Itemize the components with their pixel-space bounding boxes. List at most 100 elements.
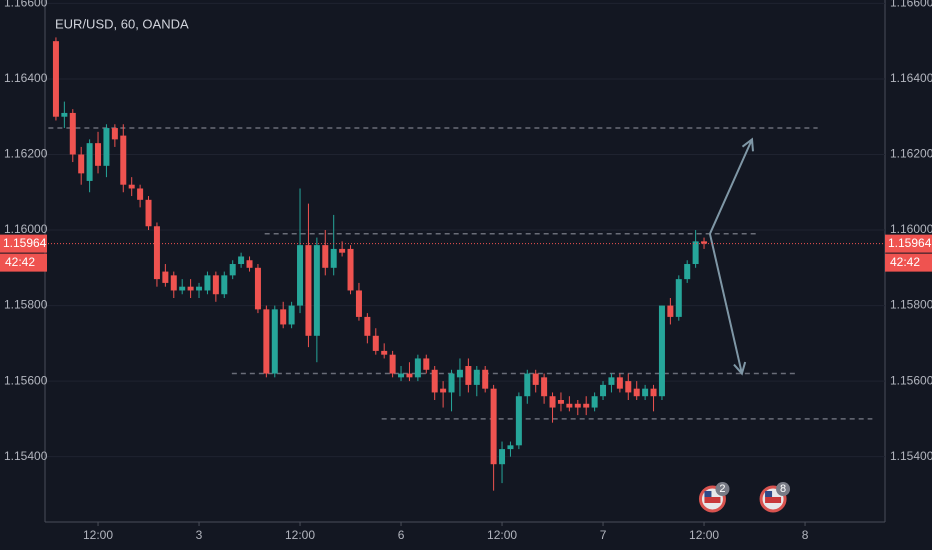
candle-body: [330, 248, 337, 268]
candle-body: [238, 256, 245, 265]
candle-body: [406, 373, 413, 378]
candle-body: [246, 260, 253, 268]
candle-body: [473, 369, 480, 385]
candle-body: [650, 388, 657, 397]
candle-body: [490, 388, 497, 465]
y-tick-label: 1.16200: [4, 147, 48, 161]
price-tag-label: 1.15964: [3, 236, 47, 250]
candle-body: [204, 275, 211, 291]
candle-body: [78, 154, 85, 174]
countdown-label: 42:42: [890, 255, 920, 269]
candle-body: [566, 403, 573, 408]
countdown-label: 42:42: [5, 255, 35, 269]
y-tick-label-right: 1.16600: [890, 0, 932, 10]
event-count: 8: [780, 483, 786, 495]
candle-body: [297, 245, 304, 306]
x-tick-label: 12:00: [487, 528, 517, 542]
candle-body: [280, 309, 287, 325]
candle-body: [179, 286, 186, 291]
candle-body: [456, 369, 463, 378]
y-tick-label-right: 1.16200: [890, 147, 932, 161]
y-tick-label: 1.16000: [4, 222, 48, 236]
event-count: 2: [719, 483, 725, 495]
countdown-tag: [0, 253, 47, 272]
candle-body: [196, 286, 203, 291]
candle-body: [431, 369, 438, 393]
event-badge: [776, 482, 791, 496]
candle-body: [616, 377, 623, 389]
price-tag: [0, 234, 47, 253]
candle-body: [625, 381, 632, 393]
y-tick-label: 1.16600: [4, 0, 48, 10]
y-tick-label: 1.15400: [4, 449, 48, 463]
candle-body: [120, 135, 127, 185]
y-tick-label-right: 1.15800: [890, 298, 932, 312]
candle-body: [305, 245, 312, 336]
candle-body: [86, 143, 93, 181]
candle-body: [448, 373, 455, 393]
x-tick-label: 12:00: [83, 528, 113, 542]
candle-body: [153, 226, 160, 280]
candle-body: [414, 358, 421, 378]
event-flag: [765, 497, 782, 503]
y-tick-label-right: 1.16400: [890, 71, 932, 85]
candle-body: [170, 275, 177, 291]
candle-body: [187, 286, 194, 291]
candle-body: [557, 399, 564, 404]
y-tick-label-right: 1.15600: [890, 373, 932, 387]
candle-body: [137, 188, 144, 200]
candle-body: [288, 305, 295, 325]
candle-body: [549, 396, 556, 408]
candle-body: [221, 275, 228, 295]
x-tick-label: 12:00: [689, 528, 719, 542]
event-flag-canton: [765, 491, 773, 497]
candle-body: [254, 267, 261, 310]
candle-body: [482, 369, 489, 389]
x-tick-label: 3: [196, 528, 203, 542]
candle-body: [61, 112, 68, 117]
candle-body: [600, 384, 607, 397]
candle-body: [701, 241, 708, 244]
candle-body: [212, 275, 219, 295]
candle-body: [675, 279, 682, 317]
y-tick-label: 1.15600: [4, 373, 48, 387]
candle-body: [608, 377, 615, 385]
candle-body: [524, 373, 531, 397]
candle-body: [574, 403, 581, 408]
y-tick-label: 1.15800: [4, 298, 48, 312]
candle-body: [440, 388, 447, 393]
candle-body: [541, 377, 548, 397]
candle-body: [684, 264, 691, 280]
candle-body: [532, 373, 539, 385]
candle-body: [52, 41, 59, 117]
x-tick-label: 8: [802, 528, 809, 542]
candle-body: [313, 245, 320, 336]
candle-body: [515, 396, 522, 446]
candle-body: [355, 290, 362, 317]
candle-body: [128, 184, 135, 189]
arrow: [708, 233, 747, 376]
candle-body: [111, 128, 118, 140]
candle-body: [372, 335, 379, 351]
x-tick-label: 12:00: [285, 528, 315, 542]
y-tick-label: 1.16400: [4, 71, 48, 85]
candle-body: [642, 388, 649, 397]
candle-body: [229, 264, 236, 276]
event-flag: [704, 497, 721, 503]
candle-body: [162, 271, 169, 283]
candle-body: [271, 309, 278, 374]
candle-body: [145, 199, 152, 227]
candle-body: [583, 403, 590, 408]
candle-body: [69, 112, 76, 155]
x-tick-label: 6: [398, 528, 405, 542]
candle-body: [591, 396, 598, 408]
candle-body: [499, 449, 506, 465]
candle-body: [633, 388, 640, 397]
candle-body: [103, 128, 110, 166]
x-tick-label: 7: [600, 528, 607, 542]
price-tag-label: 1.15964: [888, 236, 932, 250]
candle-body: [667, 305, 674, 317]
candle-body: [381, 350, 388, 355]
